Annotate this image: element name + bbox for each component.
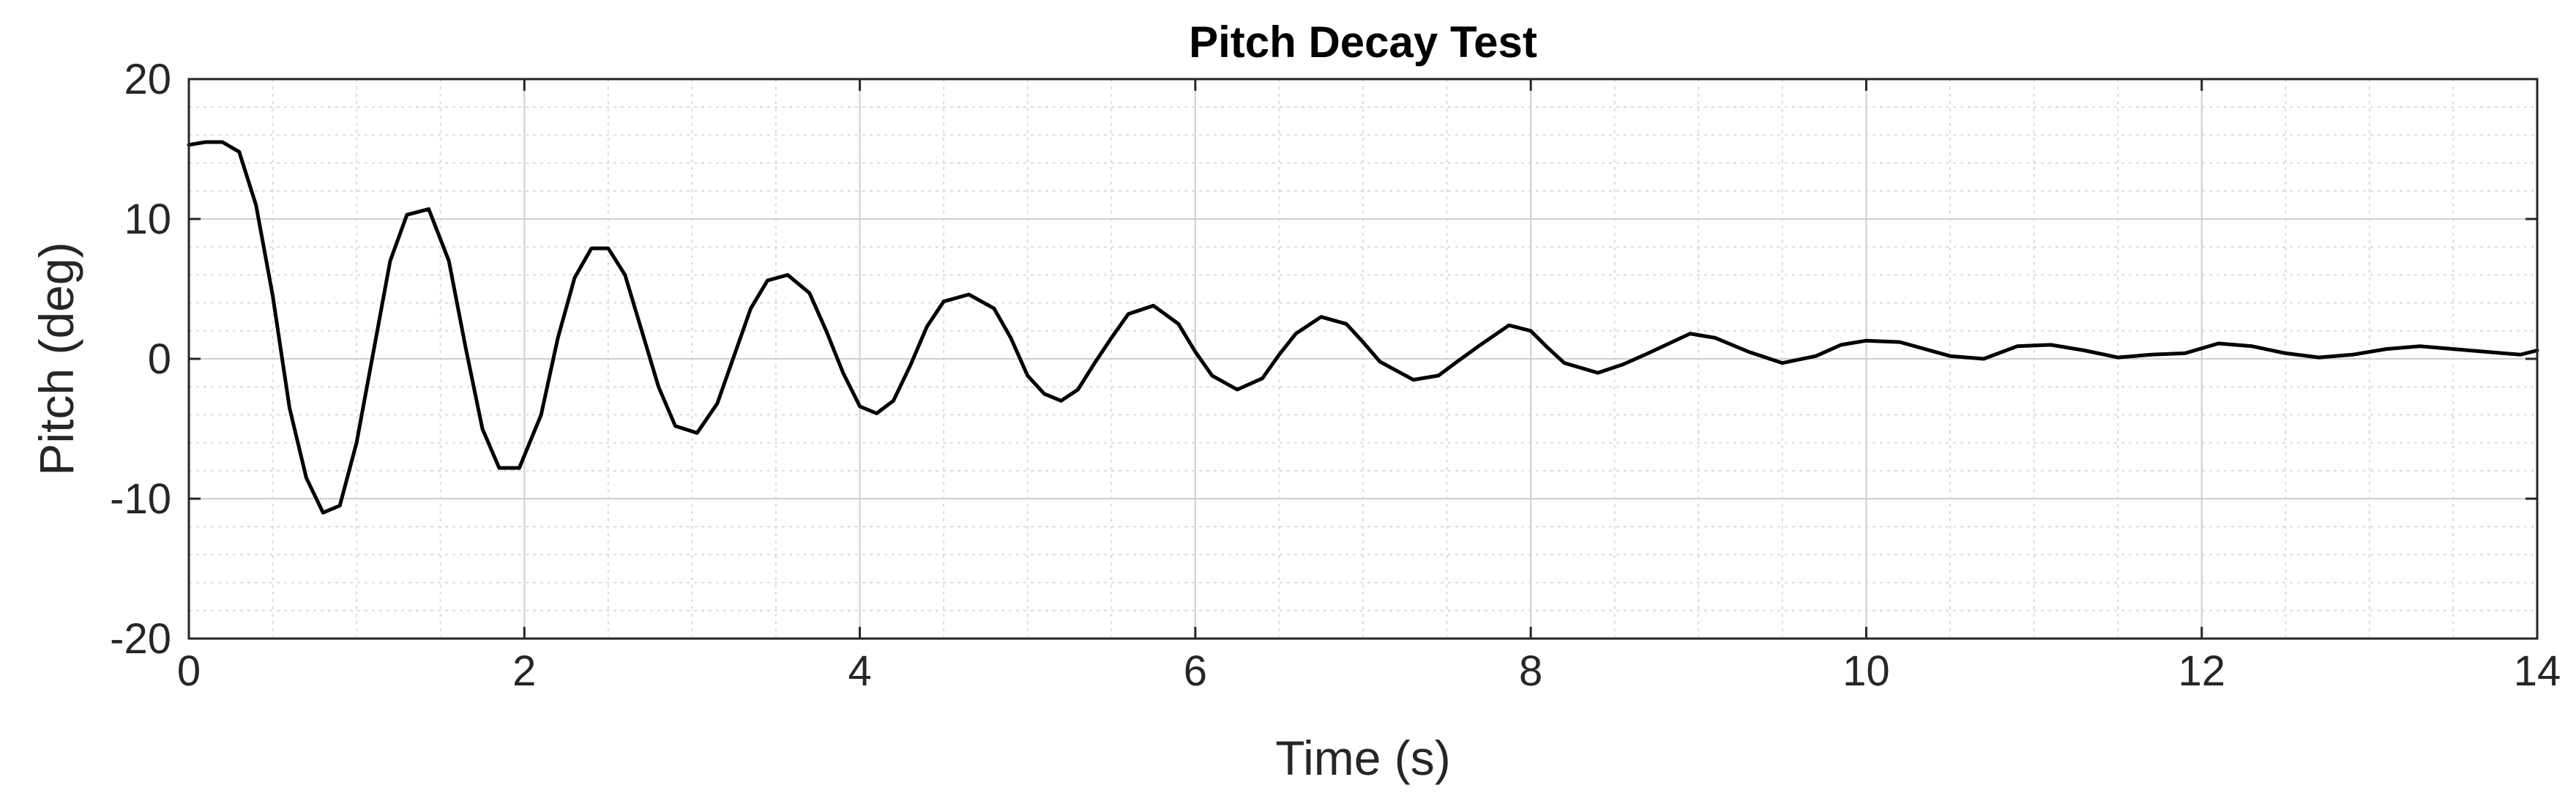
x-tick-label: 6 bbox=[1184, 647, 1207, 695]
y-axis-label: Pitch (deg) bbox=[29, 242, 83, 475]
y-tick-label: -20 bbox=[110, 615, 171, 663]
y-tick-label: -10 bbox=[110, 475, 171, 523]
pitch-series-line bbox=[187, 140, 2539, 515]
x-tick-label: 8 bbox=[1519, 647, 1542, 695]
x-axis-label: Time (s) bbox=[1275, 731, 1451, 785]
y-tick-label: 20 bbox=[124, 56, 171, 103]
axis-ticks bbox=[187, 78, 2539, 640]
x-tick-label: 14 bbox=[2514, 647, 2561, 695]
y-tick-label: 10 bbox=[124, 196, 171, 243]
x-tick-label: 2 bbox=[512, 647, 536, 695]
x-tick-label: 4 bbox=[848, 647, 871, 695]
x-tick-label: 12 bbox=[2178, 647, 2225, 695]
tick-labels: 0 2 4 6 8 10 12 14 -20 -10 0 10 20 bbox=[110, 56, 2561, 695]
x-tick-label: 0 bbox=[177, 647, 201, 695]
y-tick-label: 0 bbox=[148, 335, 171, 383]
x-tick-label: 10 bbox=[1843, 647, 1890, 695]
chart-title: Pitch Decay Test bbox=[1189, 18, 1537, 67]
data-layer bbox=[187, 140, 2539, 515]
